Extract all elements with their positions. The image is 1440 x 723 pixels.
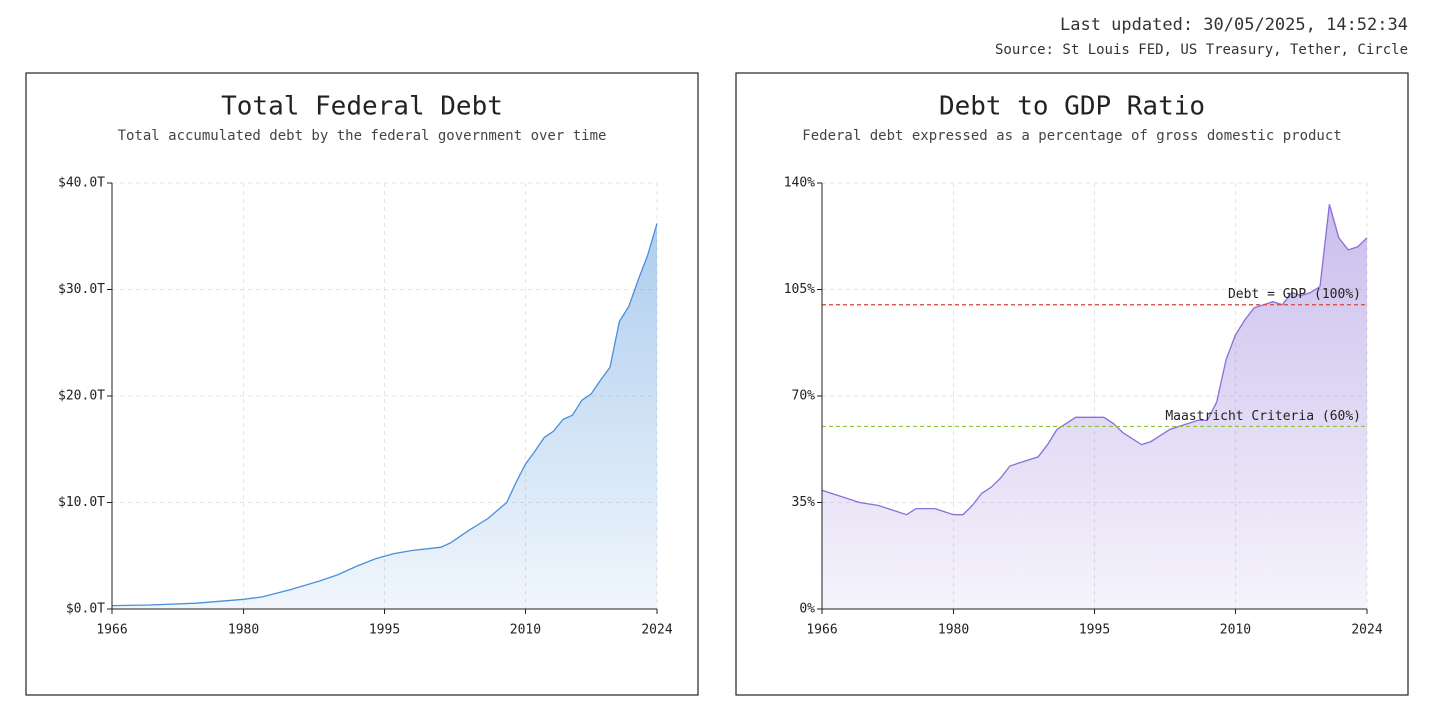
area xyxy=(822,204,1367,610)
chart-subtitle: Federal debt expressed as a percentage o… xyxy=(802,128,1341,144)
y-tick-label: 140% xyxy=(784,176,815,191)
x-tick-label: 2010 xyxy=(1220,623,1251,638)
source: Source: St Louis FED, US Treasury, Tethe… xyxy=(995,42,1408,58)
x-tick-label: 1995 xyxy=(369,623,400,638)
x-tick-label: 2024 xyxy=(641,623,672,638)
reference-label: Maastricht Criteria (60%) xyxy=(1165,409,1361,424)
line xyxy=(111,223,658,607)
x-tick-label: 1995 xyxy=(1079,623,1110,638)
y-tick-label: $40.0T xyxy=(58,176,105,191)
chart-title: Debt to GDP Ratio xyxy=(939,92,1205,122)
y-tick-label: 35% xyxy=(792,495,816,510)
line xyxy=(821,204,1368,516)
y-tick-label: 70% xyxy=(792,389,816,404)
x-tick-label: 1966 xyxy=(806,623,837,638)
x-tick-label: 1980 xyxy=(938,623,969,638)
y-tick-label: 105% xyxy=(784,282,815,297)
area xyxy=(112,223,657,609)
x-tick-label: 1966 xyxy=(96,623,127,638)
y-tick-label: $10.0T xyxy=(58,495,105,510)
chart-title: Total Federal Debt xyxy=(221,92,503,122)
x-tick-label: 2024 xyxy=(1351,623,1382,638)
chart-subtitle: Total accumulated debt by the federal go… xyxy=(118,128,607,144)
reference-label: Debt = GDP (100%) xyxy=(1228,287,1361,302)
y-tick-label: $30.0T xyxy=(58,282,105,297)
x-tick-label: 2010 xyxy=(510,623,541,638)
last-updated: Last updated: 30/05/2025, 14:52:34 xyxy=(1060,15,1408,35)
y-tick-label: 0% xyxy=(799,602,815,617)
y-tick-label: $0.0T xyxy=(66,602,105,617)
y-tick-label: $20.0T xyxy=(58,389,105,404)
x-tick-label: 1980 xyxy=(228,623,259,638)
